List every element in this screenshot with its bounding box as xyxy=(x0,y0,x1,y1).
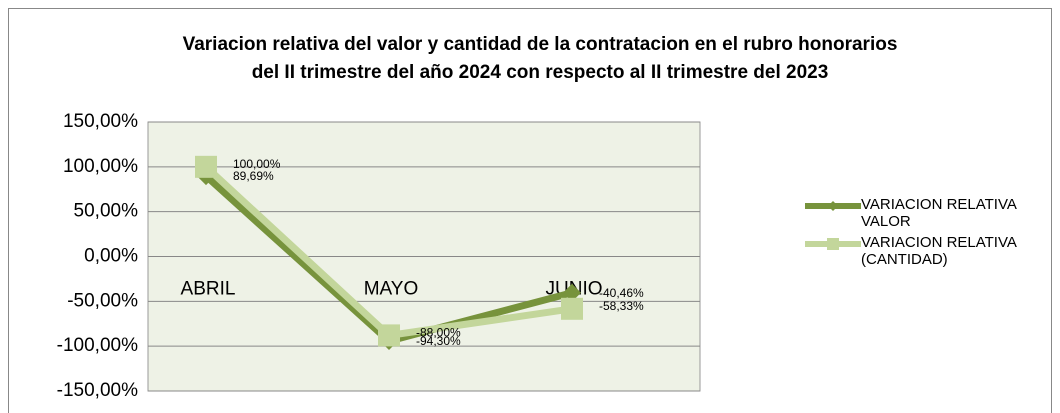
legend-swatch xyxy=(805,238,861,250)
y-tick-label: 0,00% xyxy=(84,246,138,267)
y-tick-label: 150,00% xyxy=(63,111,138,132)
x-tick-label: MAYO xyxy=(364,279,419,300)
legend-swatch xyxy=(805,201,861,211)
legend: VARIACION RELATIVA VALOR VARIACION RELATI… xyxy=(805,196,1055,272)
data-label: 100,00% xyxy=(233,157,281,171)
data-label: -88,00% xyxy=(416,326,461,340)
marker xyxy=(561,297,583,320)
data-label: -94,30% xyxy=(416,334,461,348)
legend-marker xyxy=(827,238,839,250)
data-label: -40,46% xyxy=(599,286,644,300)
legend-label: VARIACION RELATIVA (CANTIDAD) xyxy=(861,234,1017,268)
chart-title: del II trimestre del año 2024 con respec… xyxy=(252,62,829,83)
y-tick-label: -100,00% xyxy=(57,335,138,356)
legend-label: VARIACION RELATIVA VALOR xyxy=(861,196,1017,230)
x-tick-label: ABRIL xyxy=(181,279,236,300)
legend-marker xyxy=(828,201,838,211)
y-tick-label: -150,00% xyxy=(57,380,138,401)
legend-item: VARIACION RELATIVA VALOR xyxy=(805,196,1055,230)
y-tick-label: -50,00% xyxy=(67,290,138,311)
marker xyxy=(195,155,217,178)
y-tick-label: 100,00% xyxy=(63,156,138,177)
y-tick-label: 50,00% xyxy=(74,201,139,222)
marker xyxy=(563,283,581,302)
legend-item: VARIACION RELATIVA (CANTIDAD) xyxy=(805,234,1055,268)
chart-title: Variacion relativa del valor y cantidad … xyxy=(183,34,898,55)
data-label: 89,69% xyxy=(233,169,274,183)
marker xyxy=(378,324,400,347)
data-label: -58,33% xyxy=(599,299,644,313)
